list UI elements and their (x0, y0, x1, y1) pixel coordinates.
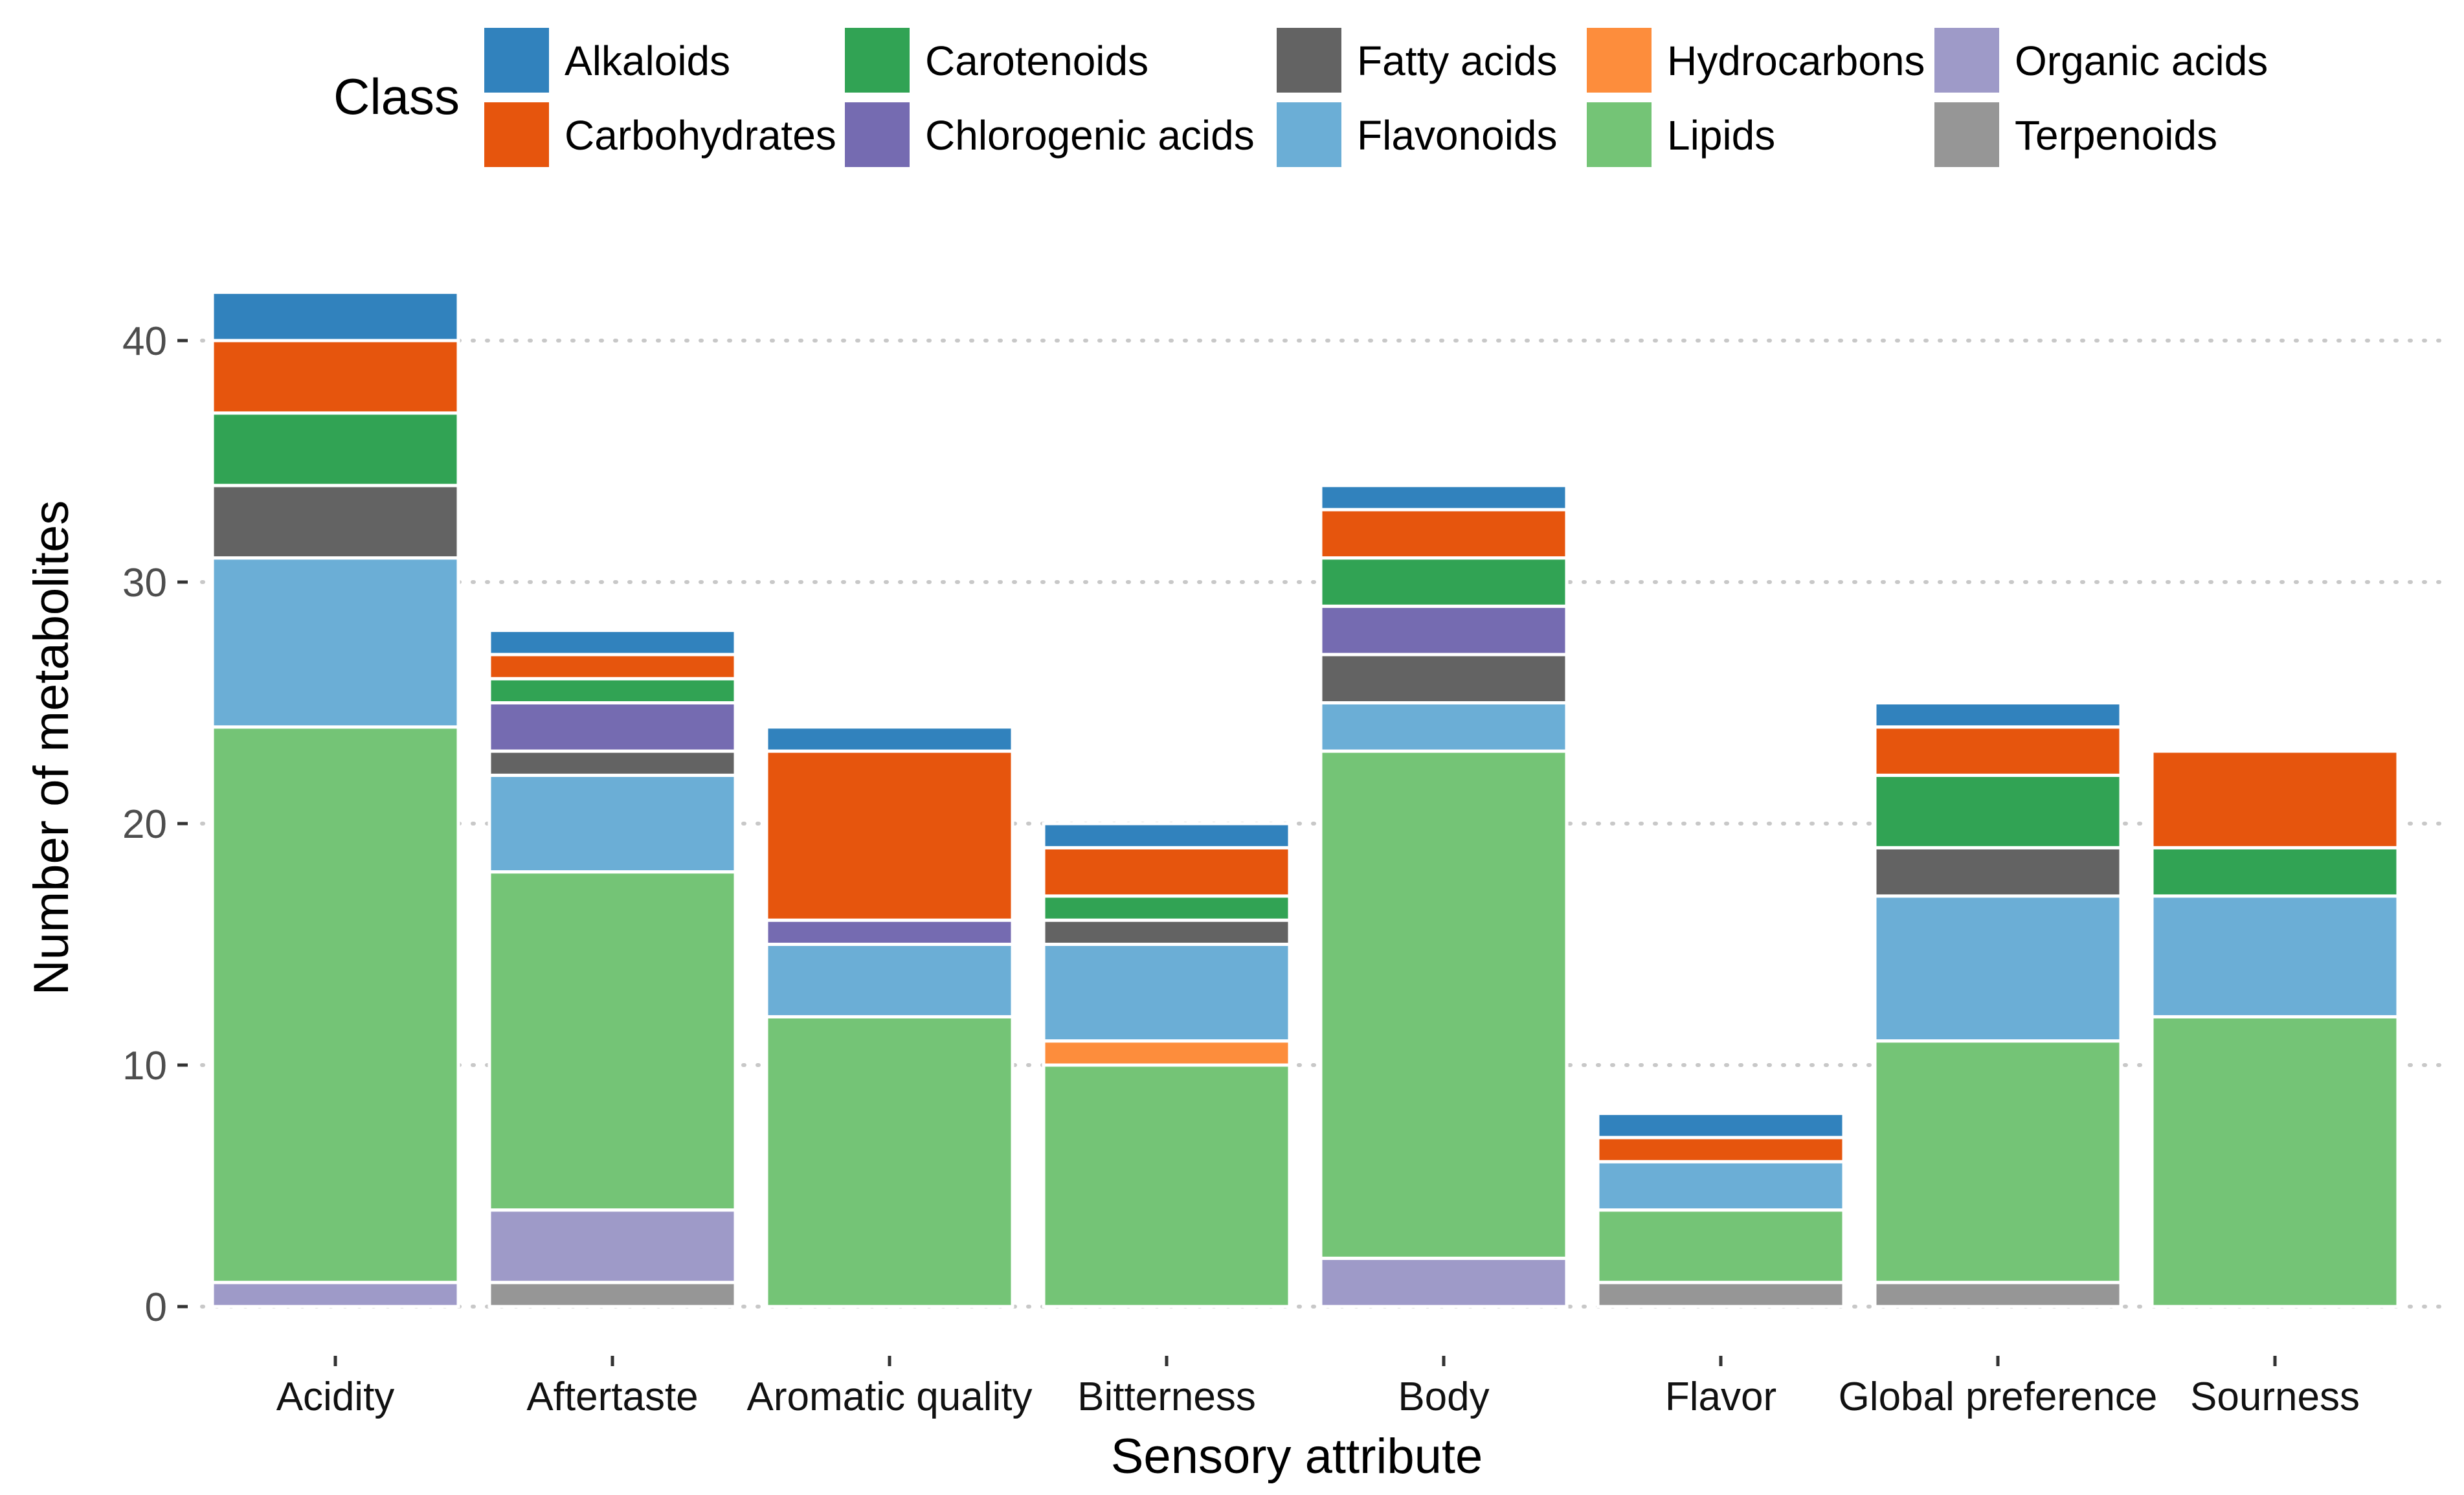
legend-label-terpenoids: Terpenoids (2015, 112, 2217, 159)
bar-aftertaste-carbohydrates (487, 653, 737, 680)
legend-swatch-hydrocarbons (1587, 28, 1652, 93)
bar-flavor-alkaloids (1596, 1112, 1846, 1140)
bar-global-preference-fatty-acids (1873, 846, 2123, 898)
bar-global-preference-alkaloids (1873, 701, 2123, 729)
legend-swatch-chlorogenic-acids (845, 102, 910, 167)
x-tick-label-acidity: Acidity (276, 1375, 395, 1419)
x-tick-label-flavor: Flavor (1665, 1375, 1776, 1419)
bar-aromatic-quality-alkaloids (765, 725, 1014, 753)
bar-global-preference-flavonoids (1873, 894, 2123, 1043)
x-tick-label-global-preference: Global preference (1839, 1375, 2158, 1419)
bar-acidity-carotenoids (210, 411, 460, 488)
bar-global-preference-terpenoids (1873, 1281, 2123, 1309)
bar-acidity-alkaloids (210, 290, 460, 343)
legend-label-hydrocarbons: Hydrocarbons (1667, 38, 1925, 84)
bars (210, 290, 2400, 1309)
bar-body-fatty-acids (1319, 653, 1569, 705)
bar-aromatic-quality-chlorogenic-acids (765, 918, 1014, 946)
bar-bitterness-hydrocarbons (1042, 1039, 1292, 1067)
bar-sourness-flavonoids (2150, 894, 2400, 1018)
bar-bitterness-alkaloids (1042, 822, 1292, 849)
bar-bitterness-lipids (1042, 1063, 1292, 1309)
bar-aromatic-quality-flavonoids (765, 943, 1014, 1018)
bar-body-chlorogenic-acids (1319, 604, 1569, 657)
legend-label-chlorogenic-acids: Chlorogenic acids (925, 112, 1255, 159)
legend-swatch-carbohydrates (484, 102, 549, 167)
x-tick-label-body: Body (1398, 1375, 1489, 1419)
bar-bitterness-fatty-acids (1042, 918, 1292, 946)
bar-flavor-flavonoids (1596, 1160, 1846, 1212)
legend-swatch-lipids (1587, 102, 1652, 167)
legend-label-flavonoids: Flavonoids (1357, 112, 1558, 159)
x-tick-label-sourness: Sourness (2190, 1375, 2360, 1419)
legend-swatch-fatty-acids (1277, 28, 1341, 93)
bar-body-flavonoids (1319, 701, 1569, 753)
y-axis-title: Number of metabolites (24, 500, 79, 996)
bar-flavor-lipids (1596, 1208, 1846, 1285)
legend-swatch-terpenoids (1934, 102, 1999, 167)
bar-aftertaste-flavonoids (487, 773, 737, 874)
legend-title: Class (333, 68, 460, 125)
legend-swatch-alkaloids (484, 28, 549, 93)
bar-acidity-carbohydrates (210, 339, 460, 415)
bar-flavor-carbohydrates (1596, 1136, 1846, 1163)
bar-aromatic-quality-carbohydrates (765, 749, 1014, 922)
x-tick-label-bitterness: Bitterness (1077, 1375, 1256, 1419)
bar-body-organic-acids (1319, 1256, 1569, 1309)
legend-label-lipids: Lipids (1667, 112, 1775, 159)
bar-bitterness-flavonoids (1042, 943, 1292, 1043)
legend-label-fatty-acids: Fatty acids (1357, 38, 1557, 84)
bar-body-carbohydrates (1319, 508, 1569, 560)
legend-label-alkaloids: Alkaloids (565, 38, 730, 84)
legend-swatch-organic-acids (1934, 28, 1999, 93)
x-tick-label-aromatic-quality: Aromatic quality (746, 1375, 1032, 1419)
bar-acidity-lipids (210, 725, 460, 1285)
y-tick-label-0: 0 (145, 1285, 167, 1330)
bar-bitterness-carbohydrates (1042, 846, 1292, 898)
bar-bitterness-carotenoids (1042, 894, 1292, 922)
legend-swatch-flavonoids (1277, 102, 1341, 167)
bar-body-lipids (1319, 749, 1569, 1260)
bar-global-preference-carbohydrates (1873, 725, 2123, 777)
legend-label-carotenoids: Carotenoids (925, 38, 1148, 84)
bar-sourness-carbohydrates (2150, 749, 2400, 849)
y-tick-label-30: 30 (122, 561, 167, 605)
y-axis: 0 10 20 30 40 (122, 319, 188, 1330)
bar-aftertaste-organic-acids (487, 1208, 737, 1285)
bar-aftertaste-carotenoids (487, 677, 737, 704)
bar-global-preference-lipids (1873, 1039, 2123, 1285)
bar-acidity-flavonoids (210, 556, 460, 729)
bar-aftertaste-terpenoids (487, 1281, 737, 1309)
legend-label-organic-acids: Organic acids (2015, 38, 2268, 84)
bar-aftertaste-lipids (487, 870, 737, 1212)
bar-aftertaste-alkaloids (487, 629, 737, 657)
legend: Class Alkaloids Carbohydrates Carotenoids C… (333, 28, 2268, 167)
y-tick-label-10: 10 (122, 1044, 167, 1088)
bar-aftertaste-chlorogenic-acids (487, 701, 737, 753)
bar-sourness-lipids (2150, 1015, 2400, 1309)
bar-body-alkaloids (1319, 484, 1569, 511)
bar-acidity-fatty-acids (210, 484, 460, 560)
legend-swatch-carotenoids (845, 28, 910, 93)
y-tick-label-20: 20 (122, 802, 167, 847)
bar-aromatic-quality-lipids (765, 1015, 1014, 1309)
legend-label-carbohydrates: Carbohydrates (565, 112, 836, 159)
x-axis-title: Sensory attribute (1111, 1429, 1483, 1484)
bar-global-preference-carotenoids (1873, 773, 2123, 849)
bar-sourness-carotenoids (2150, 846, 2400, 898)
bar-acidity-organic-acids (210, 1281, 460, 1309)
bar-aftertaste-fatty-acids (487, 749, 737, 777)
bar-flavor-terpenoids (1596, 1281, 1846, 1309)
y-tick-label-40: 40 (122, 319, 167, 364)
x-axis: Acidity Aftertaste Aromatic quality Bittern… (276, 1356, 2360, 1419)
bar-body-carotenoids (1319, 556, 1569, 608)
x-tick-label-aftertaste: Aftertaste (526, 1375, 698, 1419)
